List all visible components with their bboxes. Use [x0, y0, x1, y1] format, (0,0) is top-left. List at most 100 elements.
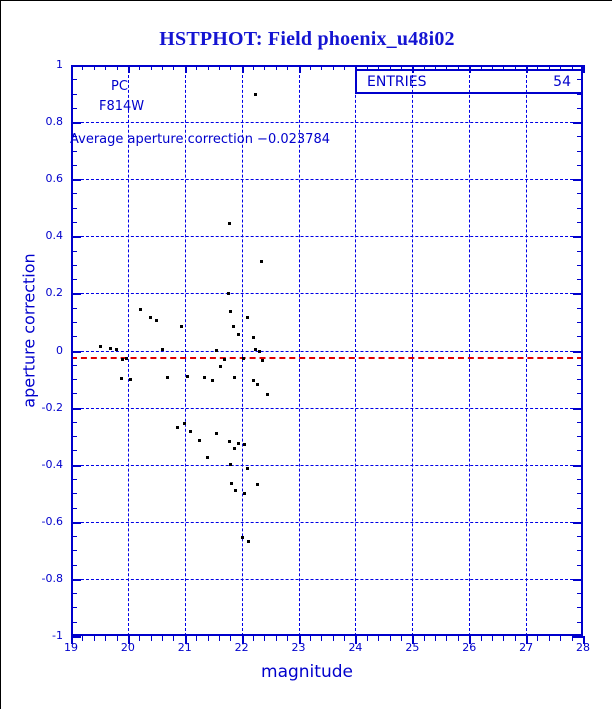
axis-tick	[571, 636, 573, 641]
axis-tick	[196, 65, 198, 70]
axis-tick	[573, 521, 583, 524]
gridline-horizontal	[71, 407, 583, 409]
axis-tick	[71, 507, 77, 509]
axis-tick	[162, 636, 164, 641]
axis-tick	[253, 636, 255, 641]
y-tick-label: -1	[52, 629, 63, 642]
axis-tick	[577, 107, 583, 109]
axis-tick	[71, 336, 77, 338]
y-tick-label: -0.8	[41, 571, 63, 585]
data-point	[234, 488, 238, 492]
gridline-horizontal	[71, 464, 583, 466]
axis-tick	[577, 136, 583, 138]
data-point	[99, 344, 103, 348]
axis-tick	[71, 236, 81, 239]
axis-tick	[577, 450, 583, 452]
axis-tick	[275, 636, 277, 641]
x-tick-label: 22	[234, 641, 249, 654]
axis-tick	[577, 564, 583, 566]
gridline-horizontal	[71, 293, 583, 295]
axis-tick	[457, 65, 459, 70]
data-point	[265, 393, 269, 397]
axis-tick	[577, 379, 583, 381]
axis-tick	[423, 636, 425, 641]
data-point	[223, 357, 227, 361]
axis-tick	[116, 636, 118, 641]
axis-tick	[71, 564, 77, 566]
axis-tick	[150, 65, 152, 70]
axis-tick	[264, 636, 266, 641]
axis-tick	[218, 636, 220, 641]
axis-tick	[298, 636, 301, 644]
axis-tick	[150, 636, 152, 641]
axis-tick	[573, 236, 583, 239]
axis-tick	[366, 636, 368, 641]
axis-tick	[480, 636, 482, 641]
axis-tick	[577, 478, 583, 480]
gridline-horizontal	[71, 122, 583, 124]
axis-tick	[71, 164, 77, 166]
axis-tick	[71, 279, 77, 281]
axis-tick	[526, 636, 529, 644]
axis-tick	[469, 636, 472, 644]
x-tick-label: 26	[462, 641, 477, 654]
x-tick-label: 20	[120, 641, 135, 654]
axis-tick	[173, 636, 175, 641]
gridline-horizontal	[71, 521, 583, 523]
axis-tick	[355, 636, 358, 644]
axis-tick	[71, 350, 81, 353]
axis-tick	[577, 222, 583, 224]
axis-tick	[573, 464, 583, 467]
axis-tick	[548, 636, 550, 641]
axis-tick	[577, 593, 583, 595]
axis-tick	[196, 636, 198, 641]
axis-tick	[389, 65, 391, 70]
data-point	[166, 376, 170, 380]
annotation-detector: PC	[111, 79, 128, 94]
data-point	[203, 376, 207, 380]
axis-tick	[332, 636, 334, 641]
axis-tick	[537, 65, 539, 70]
axis-tick	[71, 450, 77, 452]
data-point	[188, 430, 192, 434]
axis-tick	[577, 264, 583, 266]
data-point	[120, 358, 124, 362]
axis-tick	[71, 179, 81, 182]
axis-tick	[400, 636, 402, 641]
axis-tick	[71, 193, 77, 195]
data-point	[228, 463, 232, 467]
axis-tick	[435, 636, 437, 641]
axis-tick	[309, 65, 311, 70]
axis-tick	[71, 321, 77, 323]
axis-tick	[571, 65, 573, 70]
axis-tick	[577, 207, 583, 209]
data-point	[245, 316, 249, 320]
data-point	[251, 336, 255, 340]
axis-tick	[82, 65, 84, 70]
axis-tick	[71, 464, 81, 467]
axis-tick	[71, 407, 81, 410]
axis-tick	[389, 636, 391, 641]
axis-tick	[105, 65, 107, 70]
data-point	[227, 440, 231, 444]
axis-tick	[82, 636, 84, 641]
x-tick-label: 21	[177, 641, 192, 654]
axis-tick	[583, 65, 585, 73]
axis-tick	[577, 336, 583, 338]
data-point	[254, 93, 258, 97]
data-point	[176, 426, 180, 430]
axis-tick	[71, 593, 77, 595]
axis-tick	[577, 364, 583, 366]
data-point	[241, 536, 245, 539]
data-point	[206, 456, 210, 460]
axis-tick	[400, 65, 402, 70]
axis-tick	[503, 65, 505, 70]
axis-tick	[577, 507, 583, 509]
entries-label: ENTRIES	[367, 74, 427, 90]
axis-tick	[287, 65, 289, 70]
axis-tick	[184, 636, 187, 644]
axis-tick	[71, 107, 77, 109]
axis-tick	[71, 421, 77, 423]
axis-tick	[577, 550, 583, 552]
axis-tick	[218, 65, 220, 70]
